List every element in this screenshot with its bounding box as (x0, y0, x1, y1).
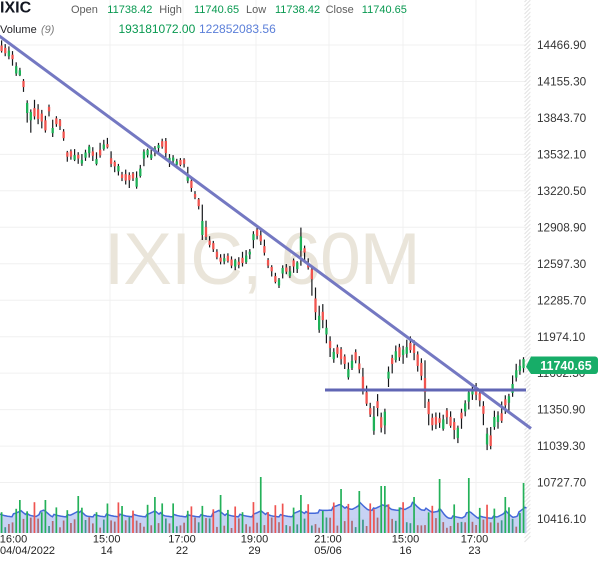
svg-text:11740.65: 11740.65 (362, 4, 407, 16)
svg-text:14155.30: 14155.30 (537, 75, 587, 89)
svg-text:23: 23 (468, 545, 480, 557)
svg-text:122852083.56: 122852083.56 (199, 22, 276, 36)
svg-text:193181072.00: 193181072.00 (119, 22, 196, 36)
svg-text:Volume: Volume (0, 24, 37, 36)
svg-text:Open: Open (71, 4, 98, 16)
svg-text:14: 14 (101, 545, 113, 557)
svg-text:12597.30: 12597.30 (537, 257, 587, 271)
svg-text:16:00: 16:00 (0, 534, 27, 546)
svg-text:19:00: 19:00 (241, 534, 269, 546)
svg-text:15:00: 15:00 (392, 534, 420, 546)
svg-text:High: High (159, 4, 182, 16)
svg-text:13220.50: 13220.50 (537, 184, 587, 198)
svg-text:21:00: 21:00 (314, 534, 342, 546)
svg-text:11740.65: 11740.65 (540, 359, 591, 373)
svg-text:05/06: 05/06 (314, 545, 342, 557)
svg-text:11738.42: 11738.42 (275, 4, 320, 16)
svg-text:17:00: 17:00 (168, 534, 196, 546)
svg-text:11740.65: 11740.65 (194, 4, 239, 16)
svg-text:11039.30: 11039.30 (537, 439, 586, 453)
svg-text:16: 16 (399, 545, 411, 557)
svg-text:(9): (9) (41, 24, 55, 36)
svg-text:14466.90: 14466.90 (537, 38, 587, 52)
svg-text:10416.10: 10416.10 (537, 512, 587, 526)
svg-text:13843.70: 13843.70 (537, 111, 587, 125)
svg-text:Low: Low (246, 4, 266, 16)
svg-text:12285.70: 12285.70 (537, 293, 587, 307)
svg-text:11350.90: 11350.90 (537, 403, 586, 417)
svg-text:10727.70: 10727.70 (537, 476, 587, 490)
svg-text:11974.10: 11974.10 (537, 330, 586, 344)
svg-text:22: 22 (176, 545, 188, 557)
svg-text:IXIC: IXIC (0, 0, 32, 17)
svg-text:04/04/2022: 04/04/2022 (0, 545, 55, 557)
svg-text:13532.10: 13532.10 (537, 148, 587, 162)
svg-text:12908.90: 12908.90 (537, 220, 587, 234)
svg-text:29: 29 (248, 545, 260, 557)
svg-text:11738.42: 11738.42 (107, 4, 152, 16)
svg-text:17:00: 17:00 (461, 534, 489, 546)
svg-text:Close: Close (326, 4, 354, 16)
svg-text:15:00: 15:00 (93, 534, 121, 546)
